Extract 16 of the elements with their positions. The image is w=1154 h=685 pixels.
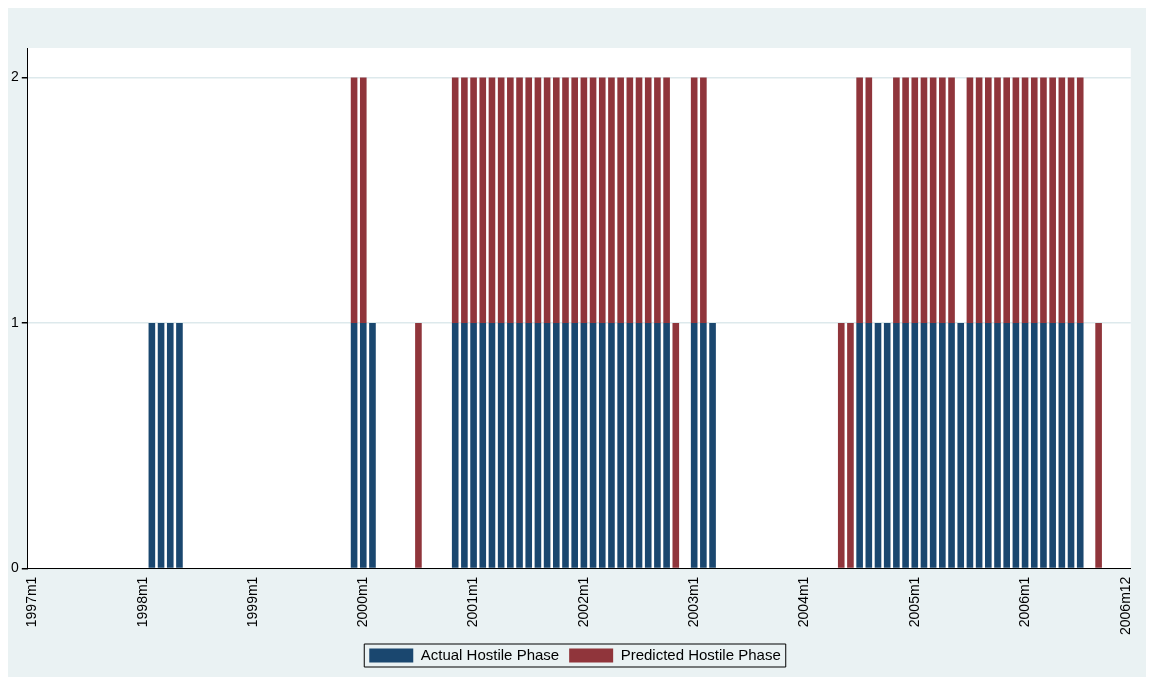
x-tick-label: 2003m1 (685, 576, 702, 628)
x-tick-label: 2006m1 (1015, 576, 1032, 628)
x-tick-label: 2005m1 (905, 576, 922, 628)
x-tick-label: 1998m1 (133, 576, 150, 628)
x-tick-label: 2000m1 (354, 576, 371, 628)
x-tick-label: 2001m1 (464, 576, 481, 628)
y-tick-label: 0 (10, 559, 19, 576)
x-tick-label: 1999m1 (243, 576, 260, 628)
y-tick-label: 1 (10, 313, 19, 330)
y-tick-label: 2 (10, 68, 19, 85)
x-tick-label: 2002m1 (574, 576, 591, 628)
x-tick-label: 2004m1 (795, 576, 812, 628)
legend-label: Predicted Hostile Phase (620, 645, 781, 663)
x-tick-label: 1997m1 (23, 576, 40, 628)
legend-label: Actual Hostile Phase (420, 645, 560, 663)
x-tick-label: 2006m12 (1117, 576, 1134, 636)
